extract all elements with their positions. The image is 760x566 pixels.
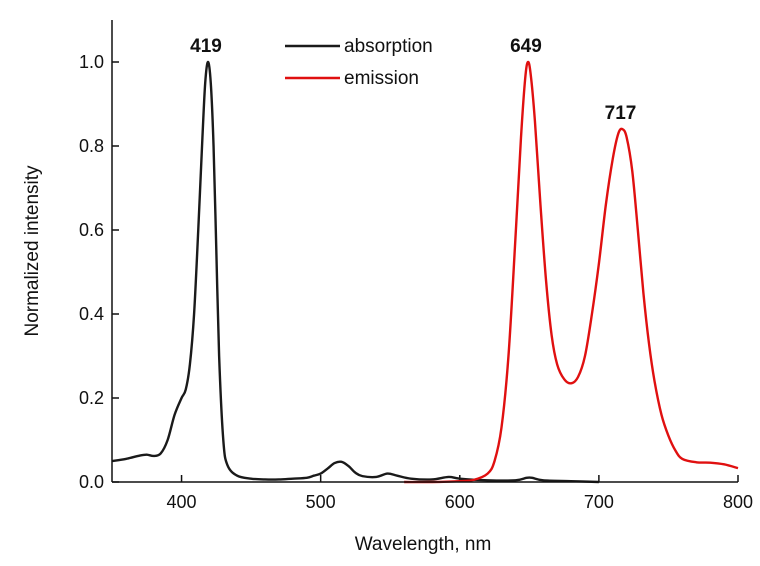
y-tick-label: 0.6 <box>79 220 104 240</box>
legend: absorption emission <box>285 36 433 89</box>
y-tick-label: 1.0 <box>79 52 104 72</box>
series-line-absorption <box>111 60 599 484</box>
ticks-layer: 400 500 600 700 800 0.0 0.2 0.4 0.6 0.8 1.0 <box>79 52 753 512</box>
y-axis-title: Normalized intensity <box>22 165 43 337</box>
annotation-layer: 419 649 717 <box>190 36 636 124</box>
x-axis-title: Wavelength, nm <box>355 534 492 555</box>
y-tick-label: 0.0 <box>79 472 104 492</box>
x-tick-label: 800 <box>723 492 753 512</box>
x-tick-label: 400 <box>167 492 197 512</box>
y-tick-label: 0.4 <box>79 304 104 324</box>
x-tick-label: 500 <box>306 492 336 512</box>
y-tick-label: 0.2 <box>79 388 104 408</box>
legend-label-emission: emission <box>344 68 419 89</box>
peak-label: 419 <box>190 36 222 57</box>
x-tick-label: 600 <box>445 492 475 512</box>
legend-label-absorption: absorption <box>344 36 433 57</box>
x-tick-label: 700 <box>584 492 614 512</box>
peak-label: 649 <box>510 36 542 57</box>
series-line-emission <box>404 60 739 484</box>
peak-label: 717 <box>605 103 637 124</box>
y-tick-label: 0.8 <box>79 136 104 156</box>
series-layer <box>111 60 739 484</box>
